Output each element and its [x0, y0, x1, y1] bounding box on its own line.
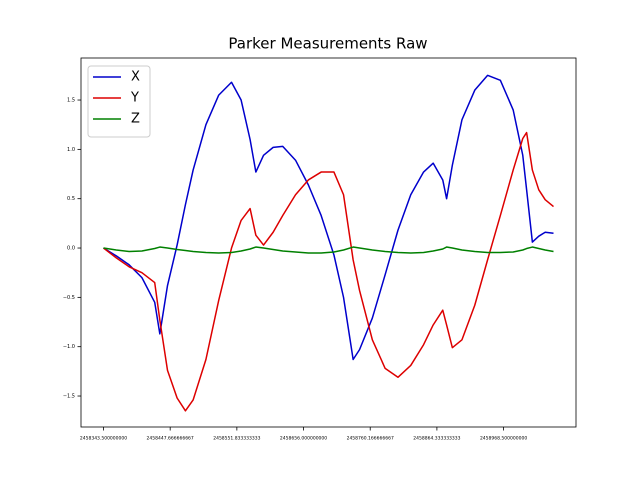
y-tick-label: −1.5	[63, 394, 75, 400]
y-tick-label: −0.5	[63, 295, 75, 301]
legend-label: Z	[131, 112, 140, 127]
y-tick-label: 1.5	[67, 98, 75, 104]
x-tick-label: 2458656.000000000	[280, 436, 327, 442]
data-line	[103, 131, 554, 412]
x-tick-label: 2458760.166666667	[347, 436, 394, 442]
data-line	[103, 246, 554, 254]
x-tick-label: 2458551.833333333	[213, 436, 260, 442]
x-tick-label: 2458968.500000000	[480, 436, 527, 442]
x-tick-label: 2458864.333333333	[413, 436, 460, 442]
y-tick-label: −1.0	[63, 344, 75, 350]
y-tick-label: 0.0	[67, 246, 75, 252]
legend-label: X	[131, 70, 140, 85]
y-tick-label: 0.5	[67, 196, 75, 202]
chart-title: Parker Measurements Raw	[228, 35, 427, 53]
x-tick-label: 2458447.666666667	[147, 436, 194, 442]
legend-label: Y	[130, 91, 139, 106]
x-tick-label: 2458343.500000000	[80, 436, 127, 442]
y-tick-label: 1.0	[67, 147, 75, 153]
plot-frame	[80, 57, 577, 428]
data-line	[103, 74, 554, 361]
